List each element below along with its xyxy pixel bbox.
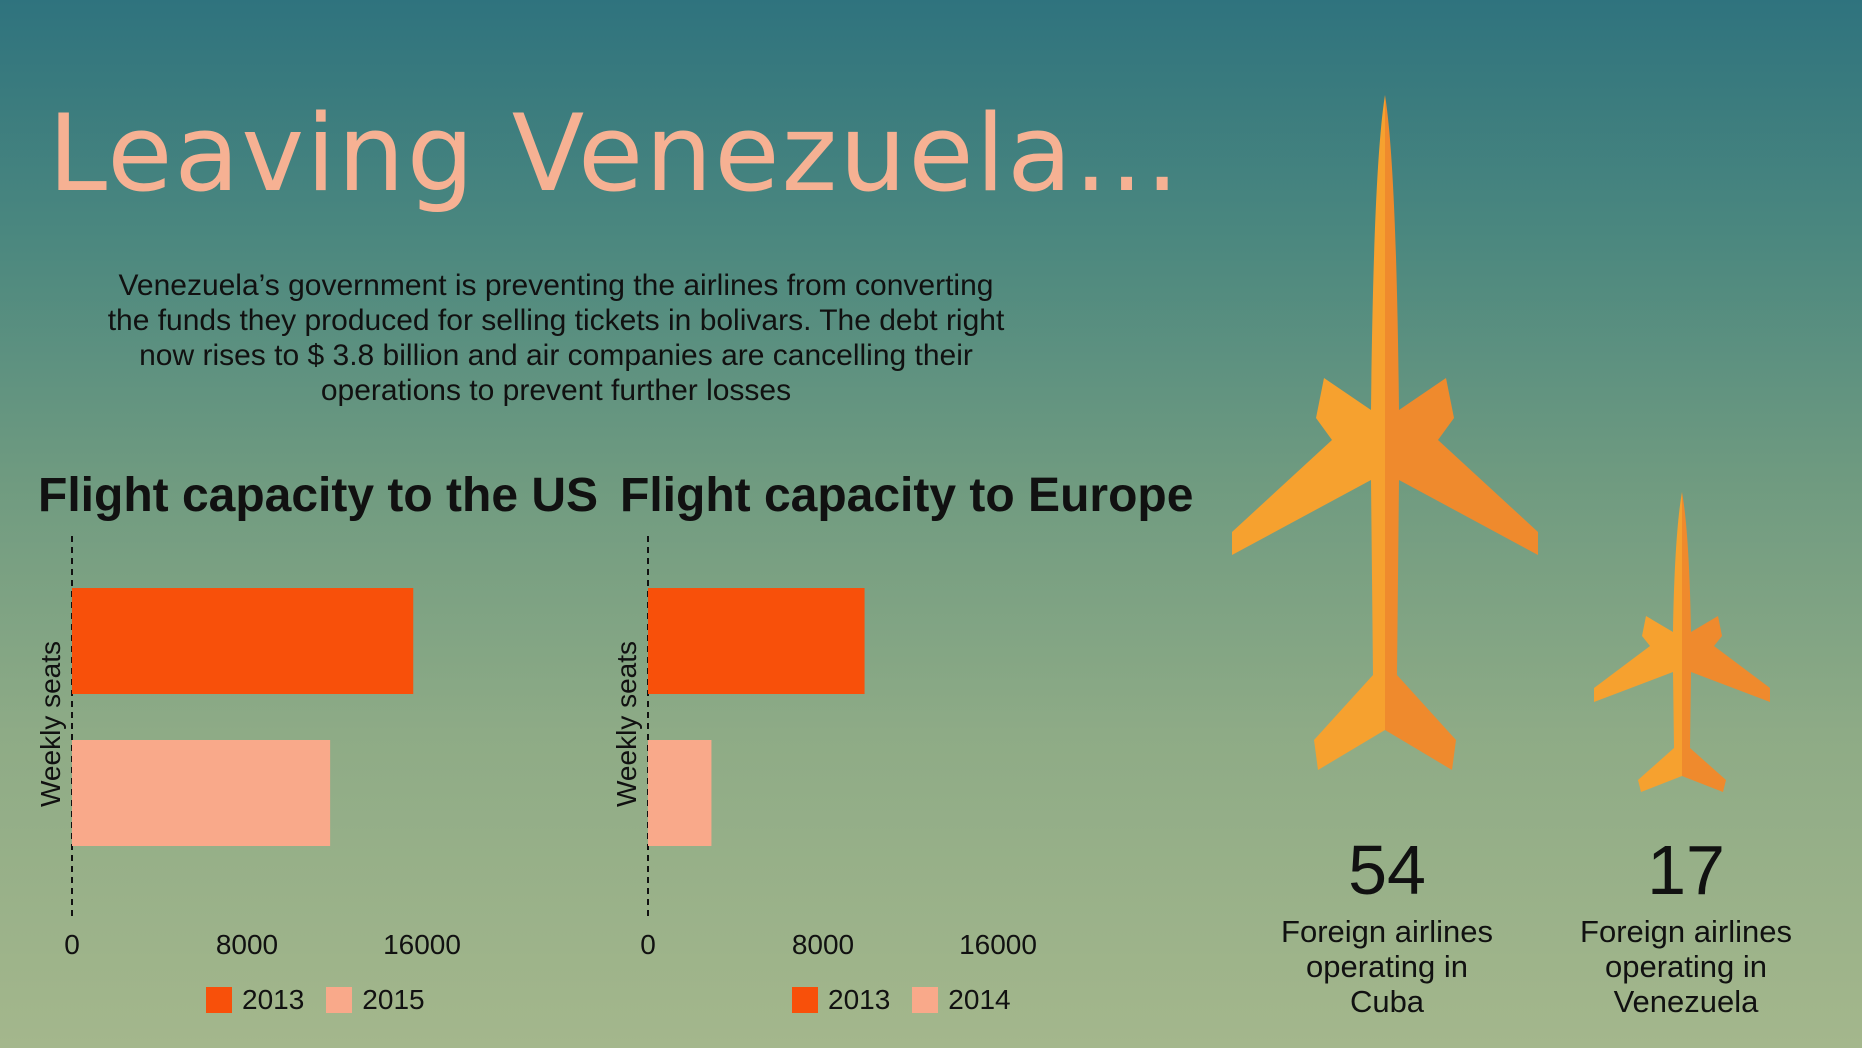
legend-swatch [792, 987, 818, 1013]
bar-2013 [648, 588, 865, 694]
bar-2014 [648, 740, 712, 846]
legend-swatch [912, 987, 939, 1013]
chart-us: Weekly seats 0 8000 16000 [35, 536, 461, 960]
legend-entry: 2013 [792, 984, 890, 1016]
stat-cuba-label-line: Foreign airlines [1281, 914, 1493, 949]
stat-venezuela-label-line: Foreign airlines [1580, 914, 1792, 949]
legend-swatch [206, 987, 232, 1013]
large-airplane-icon [1232, 95, 1538, 770]
small-airplane-right-half [1682, 492, 1770, 792]
legend-entry: 2013 [206, 984, 304, 1016]
legend-swatch [326, 987, 353, 1013]
large-airplane-left-half [1232, 95, 1385, 770]
stat-cuba-label-line: Cuba [1349, 984, 1425, 1019]
y-axis-label: Weekly seats [35, 641, 66, 807]
intro-text: Venezuela’s government is preventing the… [36, 268, 1076, 408]
small-airplane-left-half [1594, 492, 1682, 792]
airplanes-illustration [1232, 95, 1770, 792]
legend-label: 2013 [242, 984, 305, 1015]
legend-entry: 2014 [912, 984, 1011, 1016]
intro-line: the funds they produced for selling tick… [107, 304, 1005, 337]
y-axis-label: Weekly seats [611, 641, 642, 807]
legend-entry: 2015 [326, 984, 425, 1016]
legend-label: 2015 [362, 984, 425, 1015]
intro-line: Venezuela’s government is preventing the… [118, 269, 994, 302]
intro-line: operations to prevent further losses [320, 374, 792, 407]
chart-us-title: Flight capacity to the US [38, 469, 599, 522]
stat-venezuela-value: 17 [1647, 831, 1725, 909]
chart-europe-title: Flight capacity to Europe [620, 469, 1194, 522]
stat-cuba-value: 54 [1348, 831, 1426, 909]
small-airplane-icon [1594, 492, 1770, 792]
stat-venezuela-label: Foreign airlines operating in Venezuela [1536, 914, 1836, 1019]
stat-venezuela-label-line: Venezuela [1613, 984, 1759, 1019]
x-tick-label: 0 [640, 929, 656, 960]
legend-label: 2014 [948, 984, 1011, 1015]
chart-us-legend: 2013 2015 [206, 984, 447, 1016]
stat-cuba-label: Foreign airlines operating in Cuba [1237, 914, 1537, 1019]
x-tick-label: 16000 [959, 929, 1037, 960]
x-tick-label: 8000 [216, 929, 278, 960]
chart-europe-legend: 2013 2014 [792, 984, 1033, 1016]
x-tick-label: 0 [64, 929, 80, 960]
x-tick-label: 16000 [383, 929, 461, 960]
bar-2013 [72, 588, 414, 694]
legend-label: 2013 [828, 984, 891, 1015]
large-airplane-right-half [1385, 95, 1538, 770]
page-title: Leaving Venezuela... [48, 92, 1182, 215]
x-tick-label: 8000 [792, 929, 854, 960]
bar-2015 [72, 740, 331, 846]
intro-line: now rises to $ 3.8 billion and air compa… [139, 339, 973, 372]
stat-venezuela-label-line: operating in [1604, 949, 1767, 984]
stat-cuba-label-line: operating in [1305, 949, 1468, 984]
chart-europe: Weekly seats 0 8000 16000 [611, 536, 1037, 960]
